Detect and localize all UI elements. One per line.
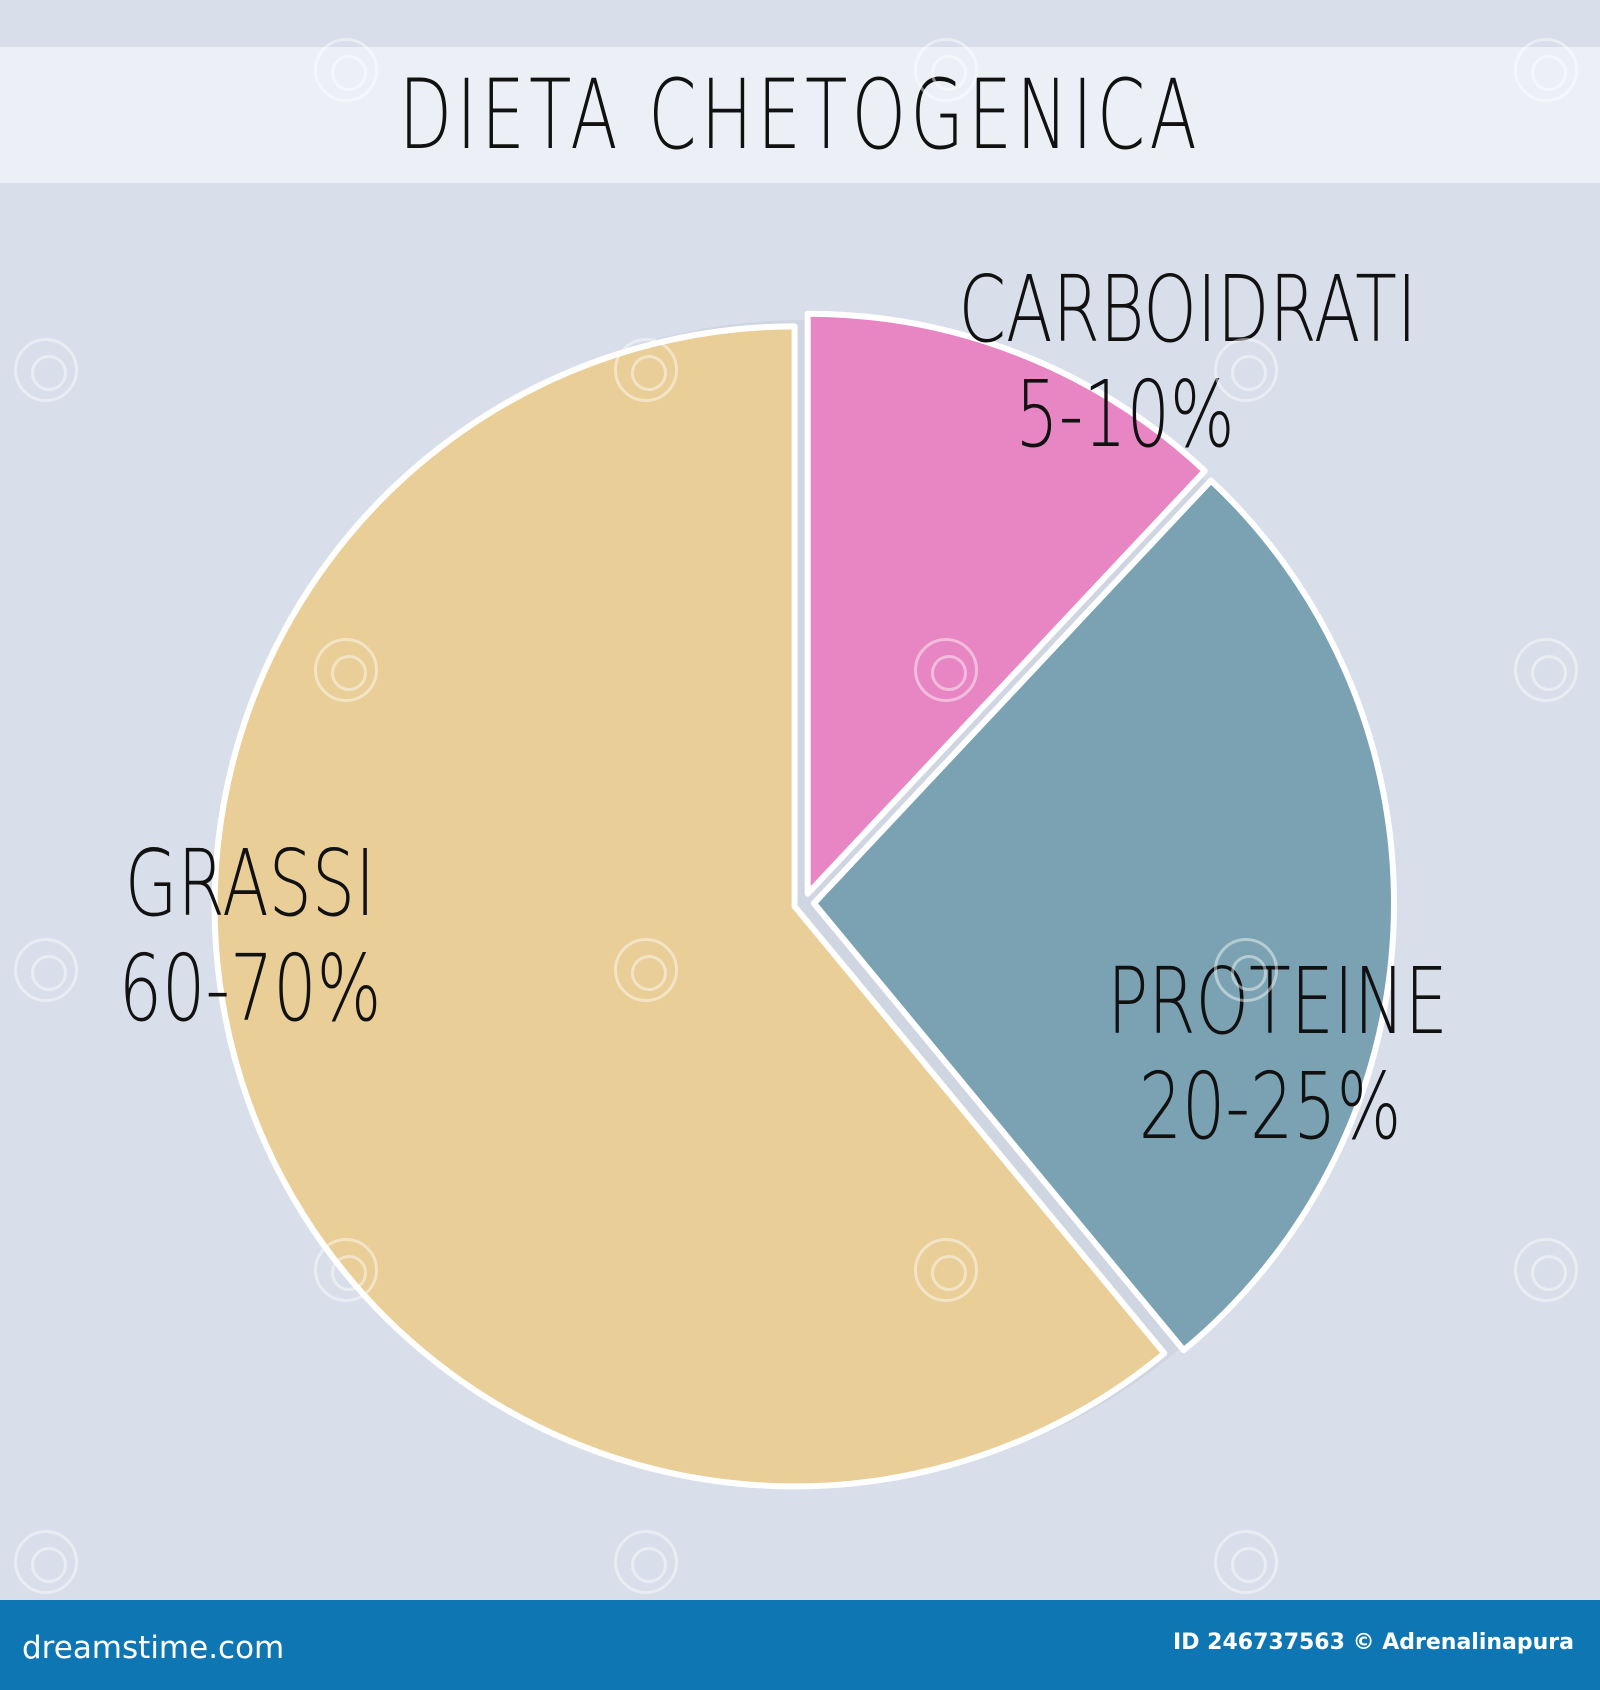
watermark-spiral-icon bbox=[614, 1530, 678, 1594]
watermark-spiral-icon bbox=[914, 1238, 978, 1302]
watermark-spiral-icon bbox=[314, 1238, 378, 1302]
slice-value-grassi: 60-70% bbox=[118, 934, 382, 1042]
slice-label-carboidrati: CARBOIDRATI 5-10% bbox=[900, 256, 1417, 468]
watermark-footer: dreamstime.com ID 246737563 © Adrenalina… bbox=[0, 1600, 1600, 1690]
watermark-spiral-icon bbox=[914, 38, 978, 102]
watermark-spiral-icon bbox=[314, 638, 378, 702]
watermark-spiral-icon bbox=[1214, 1530, 1278, 1594]
pie-slice-proteine bbox=[810, 477, 1397, 1354]
watermark-spiral-icon bbox=[614, 938, 678, 1002]
watermark-spiral-icon bbox=[614, 338, 678, 402]
watermark-site: dreamstime.com bbox=[22, 1630, 285, 1666]
watermark-spiral-icon bbox=[14, 1530, 78, 1594]
watermark-spiral-icon bbox=[1214, 338, 1278, 402]
watermark-spiral-icon bbox=[14, 338, 78, 402]
title-band bbox=[0, 47, 1600, 183]
slice-name-carboidrati: CARBOIDRATI bbox=[958, 256, 1417, 363]
watermark-spiral-icon bbox=[314, 38, 378, 102]
pie-slice-carboidrati bbox=[804, 310, 1208, 897]
slice-name-grassi: GRASSI bbox=[124, 830, 376, 937]
watermark-spiral-icon bbox=[1514, 638, 1578, 702]
slice-label-grassi: GRASSI 60-70% bbox=[40, 830, 460, 1042]
chart-title: DIETA CHETOGENICA bbox=[398, 59, 1202, 171]
watermark-spiral-icon bbox=[1214, 938, 1278, 1002]
watermark-spiral-icon bbox=[1514, 38, 1578, 102]
watermark-spiral-icon bbox=[14, 938, 78, 1002]
watermark-spiral-icon bbox=[1514, 1238, 1578, 1302]
slice-value-proteine: 20-25% bbox=[1138, 1052, 1402, 1160]
pie-slice-grassi bbox=[211, 323, 1168, 1490]
slice-value-carboidrati: 5-10% bbox=[1015, 360, 1235, 468]
watermark-spiral-icon bbox=[914, 638, 978, 702]
watermark-credit: ID 246737563 © Adrenalinapura bbox=[1173, 1630, 1574, 1655]
